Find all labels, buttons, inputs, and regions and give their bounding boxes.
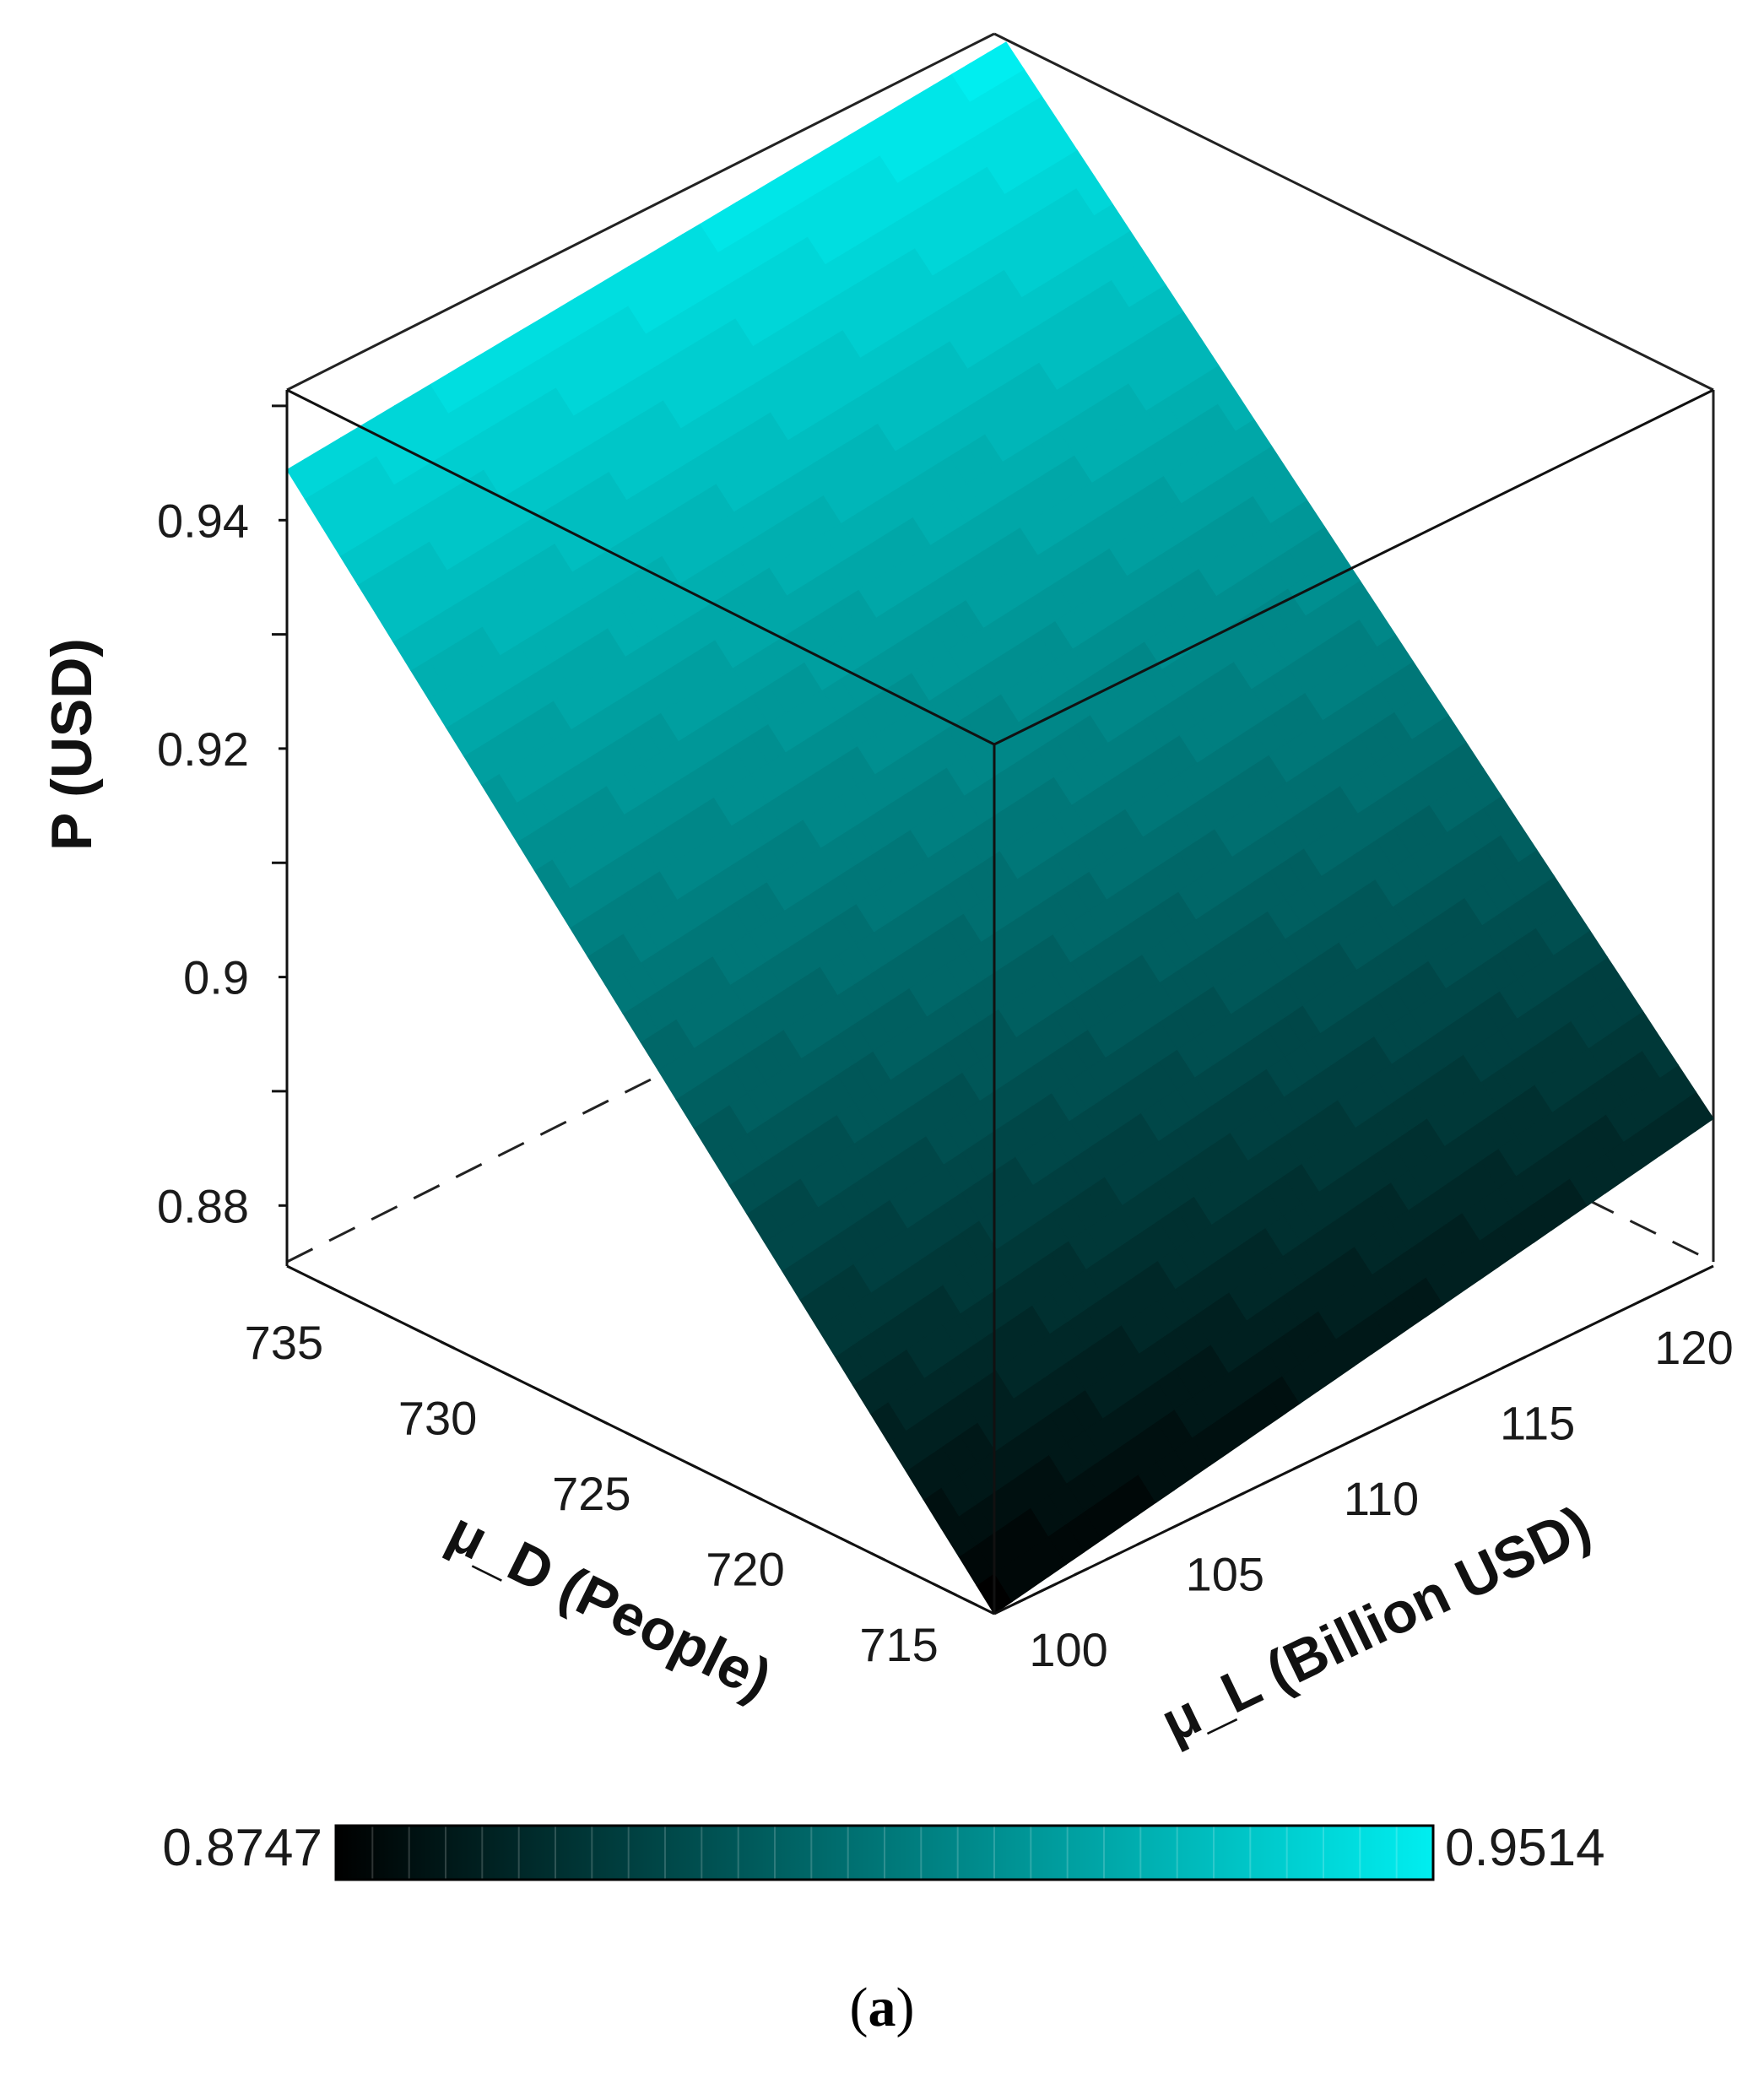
box-front-edge-top-left — [286, 388, 995, 746]
y-tick-major — [1032, 1582, 1058, 1596]
y-tick-label: 105 — [1186, 1548, 1264, 1601]
x-tick-label: 725 — [552, 1467, 630, 1520]
colorbar-frame — [334, 1824, 1435, 1881]
colorbar-steps — [371, 1826, 1398, 1880]
x-tick-minor — [655, 1446, 670, 1456]
y-tick-minor — [1323, 1446, 1339, 1455]
x-tick-minor — [440, 1340, 455, 1350]
z-tick-label: 0.9 — [183, 951, 249, 1004]
x-tick-minor — [563, 1400, 578, 1410]
x-tick-minor — [717, 1476, 732, 1485]
box-back-edge-top-right — [993, 32, 1714, 392]
caption-close: ) — [896, 1977, 915, 2038]
x-tick-label: 730 — [398, 1392, 477, 1445]
y-tick-minor — [1386, 1415, 1402, 1426]
y-tick-minor — [1417, 1400, 1433, 1410]
x-axis-title: μ_D (People) — [438, 1499, 781, 1712]
z-tick-label: 0.92 — [157, 722, 249, 776]
y-tick-major — [1658, 1280, 1683, 1294]
x-tick-minor — [901, 1567, 917, 1577]
x-axis-ticks: 715 720 725 730 735 — [245, 1280, 978, 1671]
x-tick-label: 735 — [245, 1316, 323, 1369]
y-tick-major — [1345, 1431, 1371, 1445]
x-tick-minor — [409, 1325, 425, 1334]
colorbar-min-label: 0.8747 — [162, 1819, 322, 1877]
y-tick-label: 120 — [1654, 1321, 1733, 1374]
x-tick-major — [317, 1280, 343, 1294]
y-tick-minor — [1543, 1340, 1558, 1350]
colorbar-max-label: 0.9514 — [1445, 1819, 1605, 1877]
y-tick-minor — [1105, 1551, 1120, 1561]
colorbar: 0.8747 0.9514 — [162, 1819, 1605, 1881]
x-tick-minor — [348, 1295, 363, 1305]
x-tick-major — [470, 1356, 496, 1370]
x-tick-minor — [809, 1522, 825, 1531]
caption-letter: a — [868, 1977, 896, 2038]
y-tick-minor — [1074, 1567, 1089, 1577]
z-axis-ticks: 0.88 0.9 0.92 0.94 — [157, 404, 287, 1232]
x-tick-minor — [840, 1537, 855, 1546]
z-tick-label: 0.94 — [157, 494, 249, 547]
y-tick-major — [1502, 1356, 1527, 1370]
x-tick-minor — [593, 1415, 609, 1426]
x-tick-minor — [686, 1461, 701, 1471]
y-tick-minor — [1480, 1371, 1496, 1380]
x-tick-label: 720 — [706, 1543, 784, 1596]
caption-open: ( — [850, 1977, 868, 2038]
x-tick-minor — [532, 1385, 548, 1395]
z-axis: 0.88 0.9 0.92 0.94 P (USD) — [40, 390, 289, 1266]
y-tick-minor — [1167, 1522, 1182, 1531]
y-tick-minor — [1574, 1325, 1589, 1334]
y-tick-minor — [1449, 1385, 1464, 1395]
y-tick-minor — [1230, 1491, 1245, 1501]
y-tick-label: 100 — [1029, 1623, 1107, 1676]
x-tick-minor — [501, 1371, 517, 1380]
z-tick-label: 0.88 — [157, 1179, 249, 1232]
box-front-edges — [286, 388, 1714, 1614]
y-tick-minor — [1136, 1537, 1151, 1546]
x-tick-label: 715 — [859, 1618, 938, 1671]
x-tick-minor — [378, 1310, 393, 1319]
x-tick-major — [778, 1507, 804, 1521]
box-back-edge-floor-left — [286, 906, 995, 1264]
y-axis-title: μ_L (Billion USD) — [1151, 1493, 1600, 1755]
x-tick-major — [932, 1582, 957, 1597]
x-tick-minor — [962, 1597, 978, 1607]
y-tick-major — [1188, 1507, 1214, 1521]
y-tick-label: 110 — [1344, 1472, 1419, 1525]
y-tick-minor — [1011, 1597, 1026, 1607]
surface — [286, 41, 1714, 1615]
x-tick-minor — [870, 1551, 885, 1561]
y-tick-minor — [1605, 1310, 1621, 1319]
surface-cell — [987, 41, 1025, 81]
colorbar-gradient — [336, 1826, 1433, 1880]
y-tick-minor — [1292, 1461, 1308, 1470]
box-front-edge-top-right — [993, 388, 1714, 746]
figure-caption: (a) — [850, 1977, 915, 2038]
x-tick-major — [625, 1431, 650, 1446]
box-back-edge-top-left — [286, 32, 995, 392]
x-tick-minor — [747, 1491, 763, 1501]
y-axis-ticks: 100 105 110 115 120 — [1011, 1280, 1734, 1676]
z-axis-title: P (USD) — [40, 638, 104, 851]
y-tick-minor — [1261, 1476, 1277, 1485]
y-tick-minor — [1637, 1295, 1652, 1304]
y-tick-label: 115 — [1500, 1397, 1575, 1450]
